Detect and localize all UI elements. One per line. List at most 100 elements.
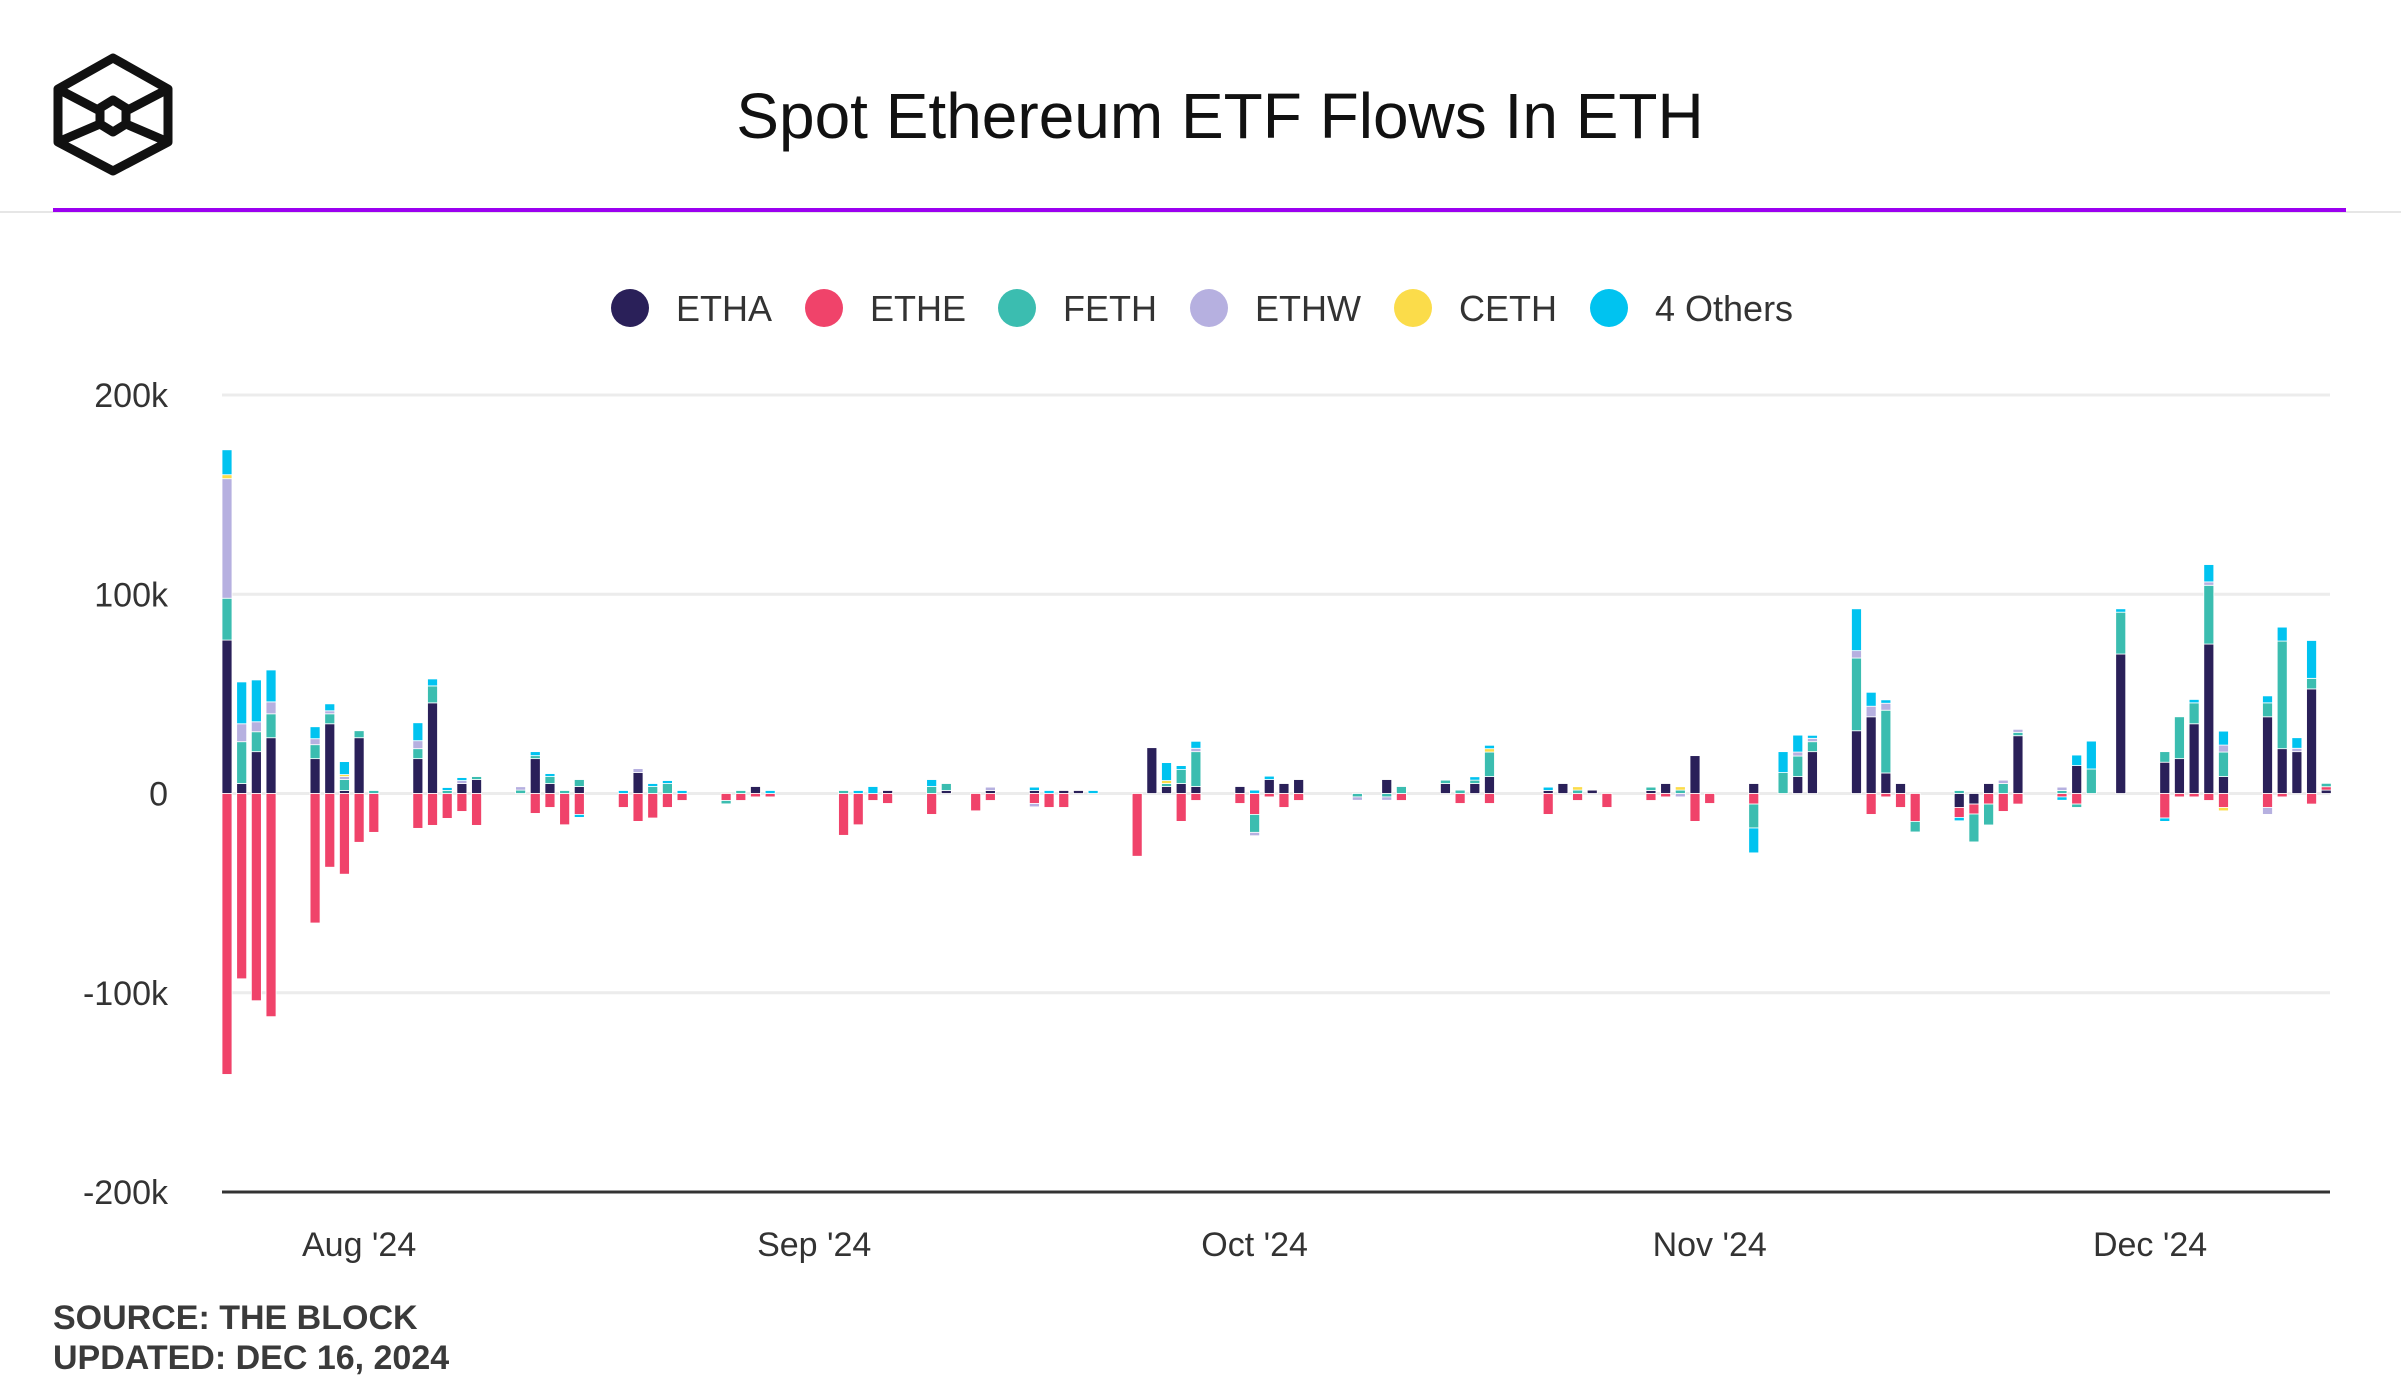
- bar-stack-2024-09-10[interactable]: [940, 783, 952, 794]
- bar-stack-2024-09-13[interactable]: [984, 786, 996, 801]
- bar-stack-2024-08-19[interactable]: [617, 790, 629, 808]
- bar-stack-2024-12-06[interactable]: [2218, 730, 2229, 812]
- bar-stack-2024-11-04[interactable]: [1748, 783, 1760, 854]
- bar-stack-2024-10-17[interactable]: [1484, 744, 1495, 804]
- bar-stack-2024-09-05[interactable]: [867, 786, 879, 801]
- legend-item-feth[interactable]: FETH: [998, 288, 1157, 329]
- bar-stack-2024-12-04[interactable]: [2188, 699, 2200, 798]
- bar-stack-2024-11-06[interactable]: [1777, 751, 1789, 794]
- bar-stack-2024-12-12[interactable]: [2306, 640, 2317, 805]
- bar-stack-2024-09-17[interactable]: [1043, 790, 1055, 808]
- bar-stack-2024-11-11[interactable]: [1851, 608, 1862, 794]
- bar-stack-2024-09-30[interactable]: [1234, 786, 1246, 804]
- bar-stack-2024-12-10[interactable]: [2276, 626, 2288, 798]
- bar-stack-2024-10-29[interactable]: [1660, 783, 1672, 798]
- bar-stack-2024-12-13[interactable]: [2320, 782, 2332, 794]
- bar-stack-2024-08-06[interactable]: [427, 678, 438, 826]
- bar-stack-2024-10-03[interactable]: [1278, 783, 1290, 808]
- bar-stack-2024-09-04[interactable]: [852, 790, 864, 826]
- bar-stack-2024-09-26[interactable]: [1175, 765, 1187, 822]
- bar-stack-2024-10-16[interactable]: [1469, 776, 1481, 794]
- bar-stack-2024-10-31[interactable]: [1689, 755, 1701, 822]
- bar-stack-2024-12-09[interactable]: [2262, 695, 2273, 815]
- bar-stack-2024-11-25[interactable]: [2056, 786, 2068, 801]
- bar-stack-2024-08-20[interactable]: [632, 768, 644, 822]
- bar-stack-2024-09-03[interactable]: [838, 790, 849, 836]
- bar-stack-2024-08-14[interactable]: [544, 773, 556, 808]
- bar-stack-2024-10-11[interactable]: [1396, 786, 1407, 801]
- bar-stack-2024-08-23[interactable]: [676, 790, 688, 801]
- bar-stack-2024-09-27[interactable]: [1190, 740, 1202, 801]
- bar-stack-2024-11-14[interactable]: [1895, 783, 1906, 808]
- bar-stack-2024-10-30[interactable]: [1674, 786, 1686, 798]
- bar-stack-2024-08-13[interactable]: [529, 751, 541, 814]
- bar-stack-2024-08-08[interactable]: [456, 777, 468, 812]
- bar-stack-2024-08-26[interactable]: [720, 793, 732, 805]
- legend-item-etha[interactable]: ETHA: [611, 288, 772, 329]
- bar-stack-2024-11-19[interactable]: [1968, 793, 1980, 843]
- bar-stack-2024-10-23[interactable]: [1572, 786, 1583, 801]
- bar-stack-2024-08-22[interactable]: [662, 780, 673, 808]
- legend-item-ceth[interactable]: CETH: [1394, 288, 1557, 329]
- bar-stack-2024-11-12[interactable]: [1865, 691, 1877, 815]
- bar-stack-2024-09-23[interactable]: [1131, 793, 1143, 857]
- legend-item-ethe[interactable]: ETHE: [805, 288, 966, 329]
- bar-stack-2024-08-15[interactable]: [559, 790, 571, 826]
- bar-stack-2024-09-24[interactable]: [1146, 747, 1158, 794]
- bar-stack-2024-08-12[interactable]: [515, 786, 526, 794]
- bar-stack-2024-08-28[interactable]: [750, 786, 761, 798]
- bar-stack-2024-08-02[interactable]: [368, 790, 380, 833]
- bar-stack-2024-11-21[interactable]: [1997, 779, 2009, 812]
- bar-stack-2024-11-13[interactable]: [1880, 699, 1892, 798]
- bar-stack-2024-12-11[interactable]: [2291, 737, 2303, 794]
- bar-stack-2024-10-14[interactable]: [1440, 779, 1451, 794]
- bar-stack-2024-11-29[interactable]: [2115, 608, 2127, 794]
- bar-stack-2024-11-22[interactable]: [2012, 728, 2024, 805]
- bar-stack-2024-10-02[interactable]: [1263, 775, 1275, 798]
- bar-stack-2024-12-03[interactable]: [2174, 716, 2185, 798]
- bar-stack-2024-09-20[interactable]: [1087, 790, 1099, 794]
- bar-stack-2024-07-23[interactable]: [221, 449, 233, 1075]
- bar-stack-2024-09-06[interactable]: [882, 790, 893, 804]
- bar-stack-2024-12-05[interactable]: [2203, 564, 2215, 801]
- bar-stack-2024-07-29[interactable]: [309, 726, 321, 924]
- bar-stack-2024-12-02[interactable]: [2159, 751, 2171, 822]
- bar-stack-2024-08-05[interactable]: [412, 722, 424, 829]
- bar-stack-2024-09-09[interactable]: [926, 779, 938, 815]
- bar-stack-2024-08-29[interactable]: [764, 790, 776, 798]
- bar-stack-2024-10-15[interactable]: [1454, 789, 1466, 804]
- legend-item-4-others[interactable]: 4 Others: [1590, 288, 1793, 329]
- bar-stack-2024-07-24[interactable]: [236, 681, 248, 980]
- bar-stack-2024-10-10[interactable]: [1381, 779, 1393, 801]
- bar-stack-2024-09-18[interactable]: [1058, 790, 1070, 808]
- bar-stack-2024-10-22[interactable]: [1557, 783, 1569, 794]
- bar-stack-2024-10-24[interactable]: [1586, 789, 1598, 794]
- bar-stack-2024-07-31[interactable]: [339, 761, 350, 875]
- bar-stack-2024-09-16[interactable]: [1029, 786, 1040, 808]
- bar-stack-2024-11-07[interactable]: [1792, 734, 1804, 794]
- bar-stack-2024-11-20[interactable]: [1983, 783, 1994, 826]
- bar-stack-2024-10-08[interactable]: [1351, 793, 1363, 801]
- bar-stack-2024-07-26[interactable]: [265, 669, 277, 1018]
- bar-stack-2024-10-01[interactable]: [1249, 789, 1260, 837]
- bar-stack-2024-10-25[interactable]: [1601, 793, 1613, 808]
- bar-stack-2024-11-26[interactable]: [2071, 754, 2083, 808]
- bar-stack-2024-08-09[interactable]: [471, 776, 482, 826]
- bar-stack-2024-10-21[interactable]: [1542, 786, 1554, 815]
- bar-stack-2024-08-01[interactable]: [353, 730, 365, 843]
- bar-stack-2024-08-07[interactable]: [441, 787, 453, 819]
- bar-stack-2024-11-18[interactable]: [1953, 790, 1965, 822]
- bar-stack-2024-09-25[interactable]: [1161, 762, 1172, 794]
- bar-stack-2024-09-19[interactable]: [1073, 790, 1084, 794]
- bar-stack-2024-07-30[interactable]: [324, 703, 336, 868]
- bar-stack-2024-07-25[interactable]: [250, 679, 262, 1002]
- bar-stack-2024-09-12[interactable]: [970, 793, 982, 812]
- bar-stack-2024-08-27[interactable]: [735, 790, 747, 801]
- bar-stack-2024-10-04[interactable]: [1293, 779, 1305, 801]
- bar-stack-2024-10-28[interactable]: [1645, 786, 1657, 801]
- legend-item-ethw[interactable]: ETHW: [1190, 288, 1361, 329]
- bar-stack-2024-08-21[interactable]: [647, 783, 659, 819]
- bar-stack-2024-11-27[interactable]: [2085, 740, 2097, 794]
- bar-stack-2024-08-16[interactable]: [573, 779, 585, 818]
- bar-stack-2024-11-08[interactable]: [1807, 734, 1818, 794]
